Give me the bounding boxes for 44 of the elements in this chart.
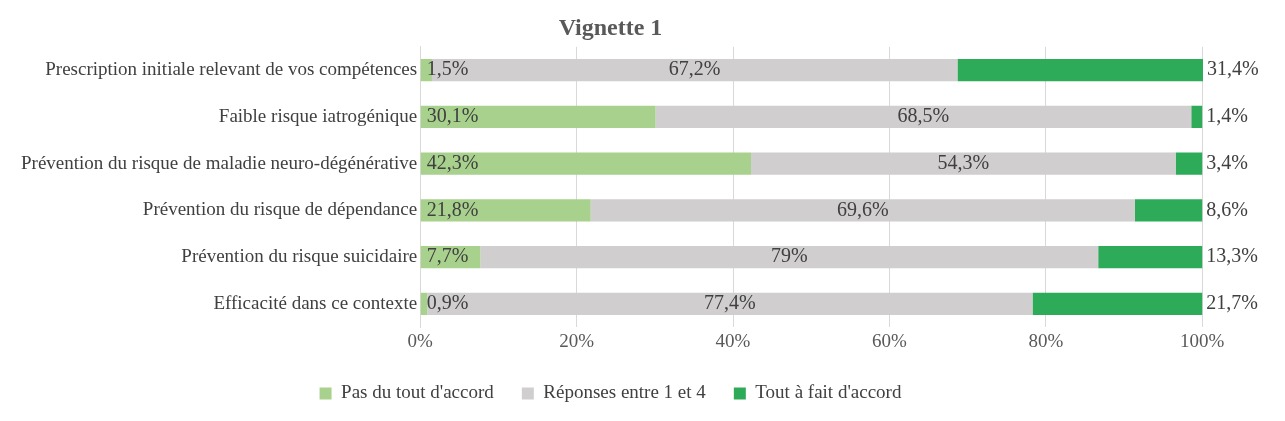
data-label: 0,9% xyxy=(426,291,469,314)
data-label: 21,7% xyxy=(1206,291,1258,314)
x-tick-label: 0% xyxy=(407,329,434,351)
legend-label: Tout à fait d'accord xyxy=(755,381,902,403)
data-label: 67,2% xyxy=(668,57,721,80)
bar xyxy=(420,152,751,175)
x-tick-label: 80% xyxy=(1028,329,1064,351)
bar xyxy=(420,292,428,315)
y-tick-label: Prévention du risque suicidaire xyxy=(181,245,418,267)
y-tick-label: Faible risque iatrogénique xyxy=(218,104,418,126)
legend-label: Réponses entre 1 et 4 xyxy=(543,381,707,403)
bar xyxy=(420,199,591,222)
data-label: 1,4% xyxy=(1206,104,1248,127)
y-tick-label: Efficacité dans ce contexte xyxy=(213,291,418,313)
x-tick-label: 100% xyxy=(1180,329,1225,351)
chart-title: Vignette 1 xyxy=(558,13,663,40)
y-tick-label: Prévention du risque de maladie neuro-dégénérative xyxy=(20,151,418,173)
x-tick-label: 60% xyxy=(872,329,907,351)
data-label: 1,5% xyxy=(426,57,469,80)
data-label: 21,8% xyxy=(426,197,479,220)
data-label: 8,6% xyxy=(1206,197,1248,220)
data-label: 30,1% xyxy=(426,104,479,127)
bar xyxy=(1191,105,1203,128)
data-label: 3,4% xyxy=(1206,150,1248,173)
data-label: 42,3% xyxy=(426,150,479,173)
data-label: 31,4% xyxy=(1207,57,1259,80)
data-label: 54,3% xyxy=(937,150,990,173)
bar xyxy=(1175,152,1203,175)
data-label: 69,6% xyxy=(836,197,889,220)
x-tick-label: 40% xyxy=(715,329,751,351)
bar xyxy=(1134,199,1203,222)
data-label: 79% xyxy=(770,244,808,267)
data-label: 77,4% xyxy=(704,291,756,314)
data-label: 68,5% xyxy=(897,104,950,127)
y-tick-label: Prescription initiale relevant de vos compétences xyxy=(45,58,418,80)
bar xyxy=(1098,246,1203,269)
data-label: 7,7% xyxy=(426,244,469,267)
bar xyxy=(1032,292,1203,315)
bar xyxy=(420,105,656,128)
x-tick-label: 20% xyxy=(559,329,595,351)
y-tick-label: Prévention du risque de dépendance xyxy=(142,198,418,220)
bar xyxy=(957,59,1203,82)
legend-label: Pas du tout d'accord xyxy=(341,381,495,403)
data-label: 13,3% xyxy=(1206,244,1258,267)
